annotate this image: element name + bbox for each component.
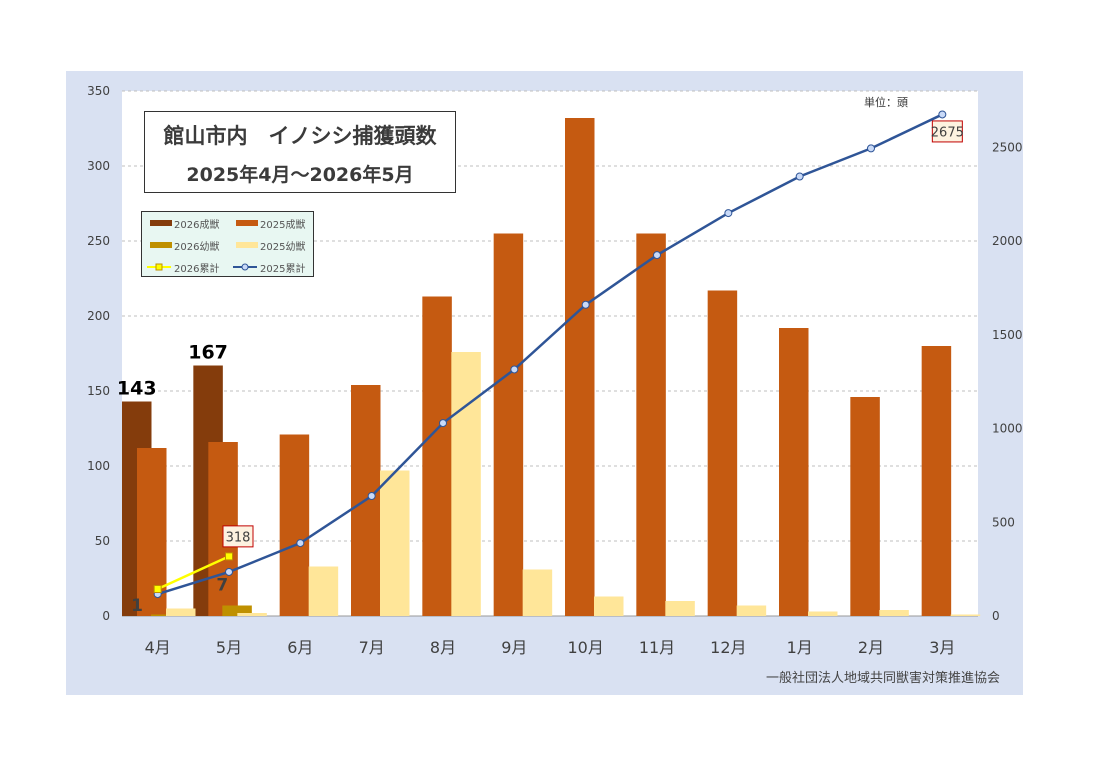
bar-2026幼獣 bbox=[222, 605, 252, 616]
legend-swatch-2025-cumulative bbox=[233, 263, 257, 271]
bar-2025成獣 bbox=[279, 434, 310, 616]
chart-title: 館山市内 イノシシ捕獲頭数 bbox=[163, 124, 437, 148]
point-2026-cumulative bbox=[225, 552, 233, 561]
left-axis-tick-label: 0 bbox=[102, 609, 110, 623]
legend-swatch-2026-cumulative bbox=[147, 263, 171, 271]
legend-swatch-2026-young bbox=[150, 242, 172, 248]
x-axis-tick-label: 7月 bbox=[359, 638, 385, 657]
data-label-2026-young: 7 bbox=[216, 576, 228, 596]
legend-item-2026-cumulative: 2026累計 bbox=[146, 260, 220, 275]
point-2025-cumulative bbox=[439, 419, 447, 428]
data-label-2026-cumulative-box bbox=[222, 525, 254, 548]
legend-item-2025-cumulative: 2025累計 bbox=[232, 260, 306, 275]
line-2026-cumulative bbox=[157, 555, 230, 591]
organization-credit: 一般社団法人地域共同獣害対策推進協会 bbox=[766, 671, 1001, 686]
bar-2025成獣 bbox=[636, 233, 666, 616]
unit-label: 単位：頭 bbox=[864, 96, 908, 109]
right-axis-tick-label: 0 bbox=[992, 609, 1000, 623]
left-axis-tick-label: 300 bbox=[87, 159, 110, 173]
bar-2025成獣 bbox=[493, 233, 524, 616]
point-2025-cumulative bbox=[581, 300, 590, 309]
bar-2025幼獣 bbox=[308, 566, 339, 616]
legend-item-2026-young: 2026幼獣 bbox=[150, 238, 220, 253]
point-2025-cumulative bbox=[938, 110, 947, 119]
chart-subtitle: 2025年4月～2026年5月 bbox=[186, 164, 414, 186]
bar-2025幼獣 bbox=[166, 608, 196, 616]
right-axis-tick-label: 2000 bbox=[992, 234, 1023, 248]
left-axis-tick-label: 100 bbox=[87, 459, 110, 473]
right-axis-tick-label: 500 bbox=[992, 515, 1015, 529]
data-label-2025-cumulative-box bbox=[931, 120, 963, 143]
x-axis-tick-label: 12月 bbox=[710, 638, 746, 657]
point-2025-cumulative bbox=[296, 539, 305, 548]
left-axis-tick-label: 150 bbox=[87, 384, 110, 398]
bar-2025幼獣 bbox=[736, 605, 767, 616]
legend-label-2025-young: 2025幼獣 bbox=[260, 241, 306, 253]
point-2025-cumulative bbox=[795, 172, 804, 181]
point-2025-cumulative bbox=[510, 365, 519, 374]
right-axis-tick-label: 1000 bbox=[992, 422, 1023, 436]
x-axis-tick-label: 5月 bbox=[216, 638, 242, 657]
bar-2025幼獣 bbox=[594, 596, 624, 616]
bar-2026幼獣 bbox=[151, 614, 181, 616]
left-axis-tick-label: 250 bbox=[87, 234, 110, 248]
point-2025-cumulative bbox=[225, 567, 233, 576]
data-label-2026-adult: 143 bbox=[117, 378, 157, 400]
legend-label-2026-young: 2026幼獣 bbox=[174, 241, 220, 253]
bar-2025幼獣 bbox=[808, 611, 838, 616]
legend-label-2026-cumulative: 2026累計 bbox=[174, 263, 220, 275]
bar-2025成獣 bbox=[137, 448, 167, 616]
legend-swatch-2025-adult bbox=[236, 220, 258, 226]
line-2025-cumulative bbox=[157, 113, 943, 596]
legend-swatch-2026-adult bbox=[150, 220, 172, 226]
bar-2025成獣 bbox=[921, 346, 952, 616]
legend-item-2026-adult: 2026成獣 bbox=[150, 216, 220, 231]
data-label-2025-cumulative: 2675 bbox=[931, 125, 964, 140]
bar-2025成獣 bbox=[565, 118, 595, 616]
x-axis-tick-label: 3月 bbox=[929, 638, 955, 657]
x-axis-tick-label: 6月 bbox=[287, 638, 313, 657]
x-axis-tick-label: 11月 bbox=[639, 638, 675, 657]
right-axis-tick-label: 1500 bbox=[992, 328, 1023, 342]
x-axis-tick-label: 2月 bbox=[858, 638, 884, 657]
legend-label-2025-adult: 2025成獣 bbox=[260, 219, 306, 231]
bar-2025幼獣 bbox=[950, 614, 981, 616]
chart-title-box: 館山市内 イノシシ捕獲頭数 2025年4月～2026年5月 bbox=[144, 111, 456, 193]
x-axis-tick-label: 8月 bbox=[430, 638, 456, 657]
legend-item-2025-young: 2025幼獣 bbox=[236, 238, 306, 253]
x-axis-tick-label: 10月 bbox=[567, 638, 603, 657]
bar-2025成獣 bbox=[779, 328, 809, 616]
right-axis-tick-label: 2500 bbox=[992, 140, 1023, 154]
point-2025-cumulative bbox=[867, 144, 875, 153]
left-axis-tick-label: 50 bbox=[95, 534, 110, 548]
x-axis-tick-label: 9月 bbox=[501, 638, 527, 657]
bar-2025幼獣 bbox=[522, 569, 553, 616]
point-2025-cumulative bbox=[724, 209, 733, 218]
bar-2025幼獣 bbox=[380, 470, 410, 616]
left-axis-tick-label: 350 bbox=[87, 84, 110, 98]
left-axis-tick-label: 200 bbox=[87, 309, 110, 323]
bar-2025幼獣 bbox=[451, 352, 481, 616]
data-label-2026-young: 1 bbox=[131, 596, 143, 616]
bar-2025成獣 bbox=[422, 296, 452, 616]
legend: 2026成獣 2025成獣 2026幼獣 2025幼獣 2026累計 2025累… bbox=[141, 211, 314, 277]
legend-label-2025-cumulative: 2025累計 bbox=[260, 263, 306, 275]
bar-2025成獣 bbox=[850, 397, 880, 616]
legend-swatch-2025-young bbox=[236, 242, 258, 248]
bar-2025幼獣 bbox=[237, 613, 267, 616]
data-label-2026-cumulative: 318 bbox=[226, 530, 251, 545]
bar-2025幼獣 bbox=[879, 610, 909, 616]
x-axis-tick-label: 1月 bbox=[787, 638, 813, 657]
point-2025-cumulative bbox=[367, 492, 376, 500]
bar-2025成獣 bbox=[707, 290, 738, 616]
legend-item-2025-adult: 2025成獣 bbox=[236, 216, 306, 231]
point-2025-cumulative bbox=[653, 251, 661, 260]
legend-label-2026-adult: 2026成獣 bbox=[174, 219, 220, 231]
point-2026-cumulative bbox=[153, 585, 162, 593]
x-axis-tick-label: 4月 bbox=[145, 638, 171, 657]
data-label-2026-adult: 167 bbox=[188, 342, 228, 364]
bar-2025幼獣 bbox=[665, 601, 695, 616]
